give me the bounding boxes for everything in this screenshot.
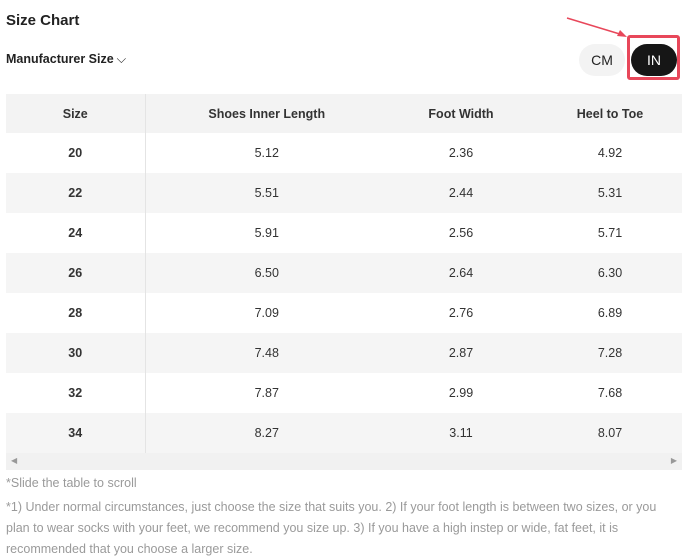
table-row: 32 7.87 2.99 7.68 (6, 373, 682, 413)
cell-inner-length: 5.12 (254, 146, 279, 160)
cell-heel-to-toe: 7.68 (597, 386, 623, 400)
cell-heel-to-toe: 7.28 (534, 333, 682, 373)
header-foot-width: Foot Width (388, 94, 534, 133)
cell-inner-length: 6.50 (145, 253, 388, 293)
table-row: 20 5.12 2.36 4.92 (6, 133, 682, 173)
cell-size: 24 (6, 213, 146, 253)
header-inner-length: Shoes Inner Length (145, 94, 388, 133)
cell-size: 32 (6, 373, 146, 413)
unit-in-button[interactable]: IN (631, 44, 677, 76)
cell-inner-length: 5.91 (254, 226, 279, 240)
cell-heel-to-toe: 6.30 (534, 253, 682, 293)
horizontal-scrollbar[interactable]: ◀ ▶ (6, 453, 682, 470)
scroll-hint: *Slide the table to scroll (6, 476, 137, 490)
table-header-row: Size Shoes Inner Length Foot Width Heel … (6, 94, 682, 133)
table-row: 28 7.09 2.76 6.89 (6, 293, 682, 333)
cell-foot-width: 3.11 (388, 413, 534, 453)
cell-size: 22 (6, 173, 146, 213)
size-note: *1) Under normal circumstances, just cho… (6, 500, 657, 556)
chevron-down-icon: ⌵ (116, 52, 127, 66)
size-table-container[interactable]: Size Shoes Inner Length Foot Width Heel … (6, 94, 682, 453)
cell-foot-width: 2.99 (448, 386, 474, 400)
cell-foot-width: 2.87 (388, 333, 534, 373)
cell-foot-width: 2.56 (448, 226, 474, 240)
size-system-label: Manufacturer Size (6, 52, 114, 66)
cell-foot-width: 2.64 (388, 253, 534, 293)
cell-inner-length: 7.48 (145, 333, 388, 373)
cell-size: 26 (6, 253, 146, 293)
size-system-dropdown[interactable]: Manufacturer Size ⌵ (6, 52, 126, 67)
cell-inner-length: 7.87 (254, 386, 279, 400)
table-row: 24 5.91 2.56 5.71 (6, 213, 682, 253)
table-row: 34 8.27 3.11 8.07 (6, 413, 682, 453)
cell-inner-length: 5.51 (145, 173, 388, 213)
cell-size: 30 (6, 333, 146, 373)
cell-heel-to-toe: 6.89 (597, 306, 623, 320)
annotation-arrow-icon (566, 17, 627, 37)
cell-foot-width: 2.76 (448, 306, 474, 320)
table-row: 22 5.51 2.44 5.31 (6, 173, 682, 213)
cell-size: 34 (6, 413, 146, 453)
cell-inner-length: 7.09 (254, 306, 279, 320)
cell-foot-width: 2.36 (448, 146, 474, 160)
cell-heel-to-toe: 4.92 (597, 146, 623, 160)
page-title: Size Chart (6, 12, 80, 29)
cell-size: 28 (6, 293, 146, 333)
cell-size: 20 (6, 133, 146, 173)
scroll-left-icon[interactable]: ◀ (11, 456, 18, 465)
annotation-highlight-box (627, 35, 680, 80)
size-table: Size Shoes Inner Length Foot Width Heel … (6, 94, 682, 453)
header-size: Size (6, 94, 146, 133)
scroll-right-icon[interactable]: ▶ (670, 456, 677, 465)
header-heel-to-toe: Heel to Toe (534, 94, 682, 133)
cell-heel-to-toe: 5.31 (534, 173, 682, 213)
cell-foot-width: 2.44 (388, 173, 534, 213)
cell-heel-to-toe: 8.07 (534, 413, 682, 453)
cell-heel-to-toe: 5.71 (597, 226, 623, 240)
unit-cm-button[interactable]: CM (579, 44, 625, 76)
cell-inner-length: 8.27 (145, 413, 388, 453)
table-row: 30 7.48 2.87 7.28 (6, 333, 682, 373)
table-row: 26 6.50 2.64 6.30 (6, 253, 682, 293)
